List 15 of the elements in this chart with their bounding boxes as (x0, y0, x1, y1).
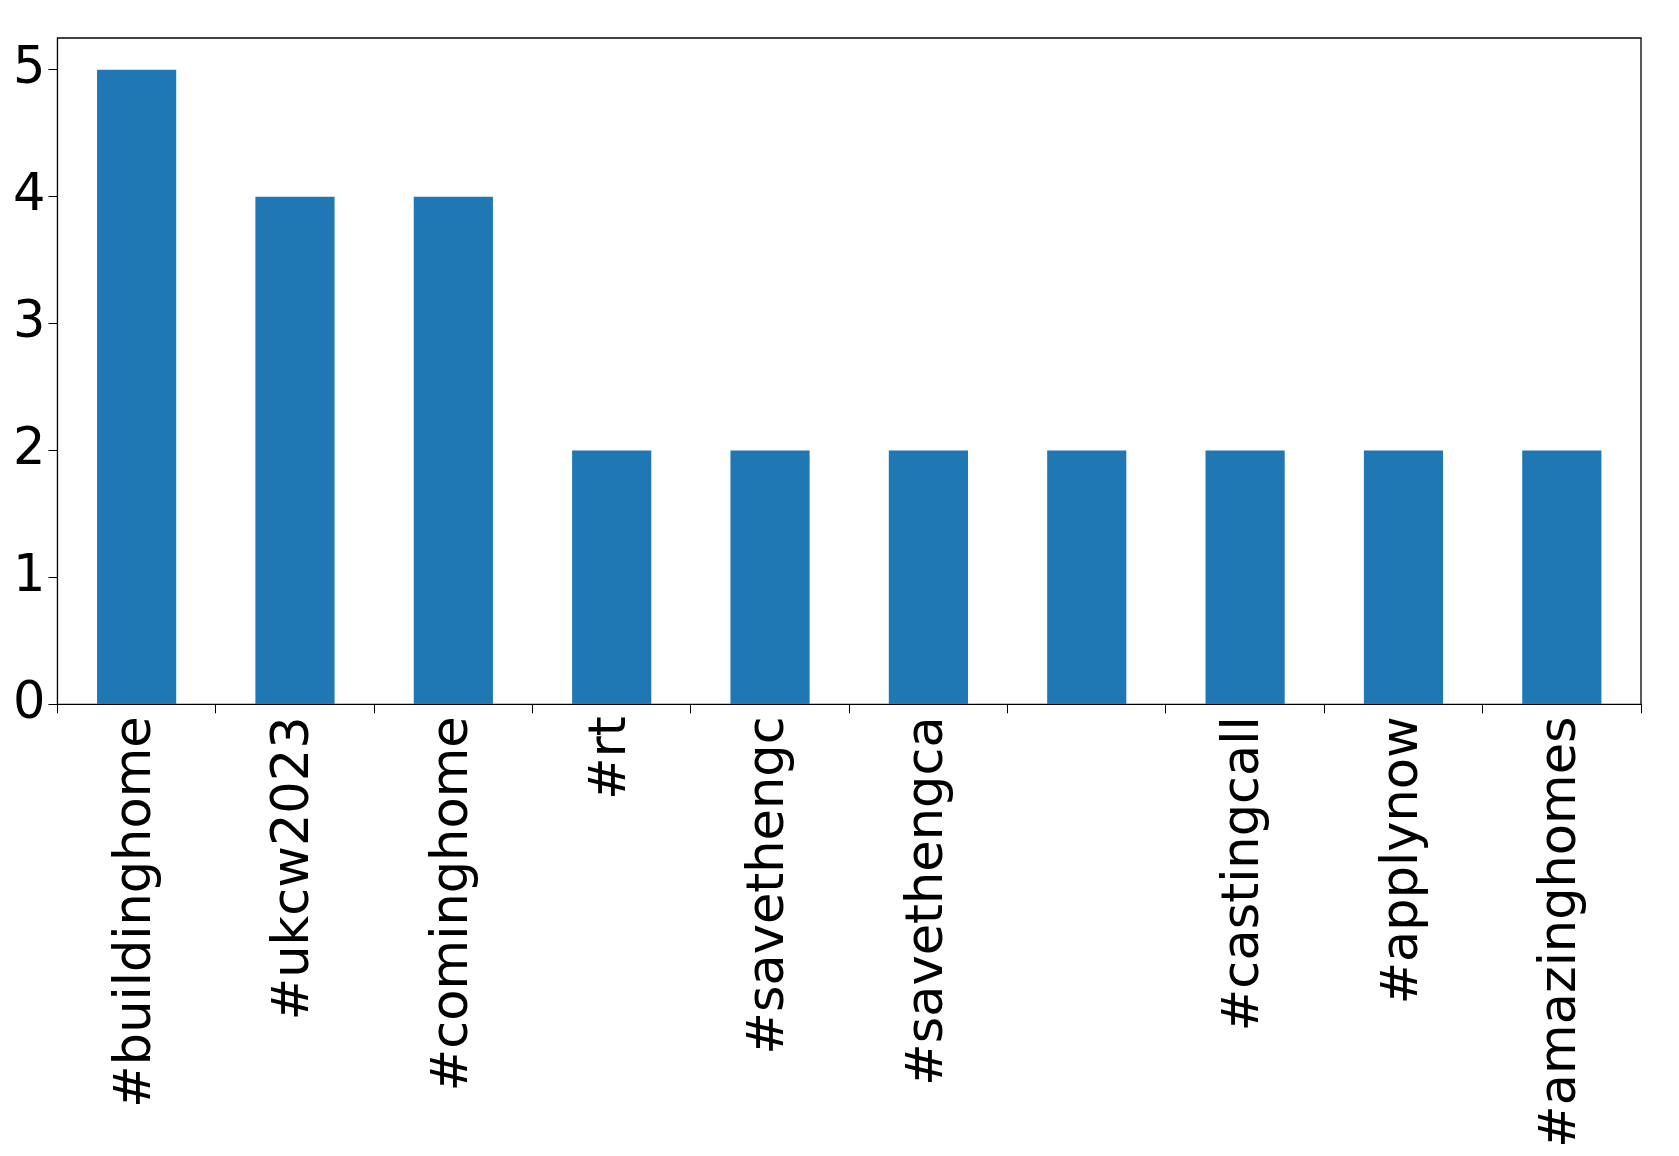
x-tick-label: #cominghome (419, 716, 479, 1092)
y-tick-label: 0 (12, 670, 46, 730)
x-tick-label: #applynow (1369, 716, 1429, 1005)
x-tick-label: #ukcw2023 (261, 716, 321, 1021)
x-tick-label: #buildinghome (102, 716, 162, 1108)
y-tick-label: 3 (12, 289, 46, 349)
y-tick-label: 1 (12, 543, 46, 603)
y-tick-label: 4 (12, 162, 46, 222)
x-tick-label: #rt (577, 716, 637, 800)
y-tick-label: 5 (12, 35, 46, 95)
y-tick-label: 2 (12, 416, 46, 476)
x-tick-label: #savethengc (736, 716, 796, 1055)
x-tick-label: #amazinghomes (1528, 716, 1588, 1149)
x-tick-label: #savethengca (894, 716, 954, 1087)
x-tick-label: #castingcall (1211, 716, 1271, 1032)
